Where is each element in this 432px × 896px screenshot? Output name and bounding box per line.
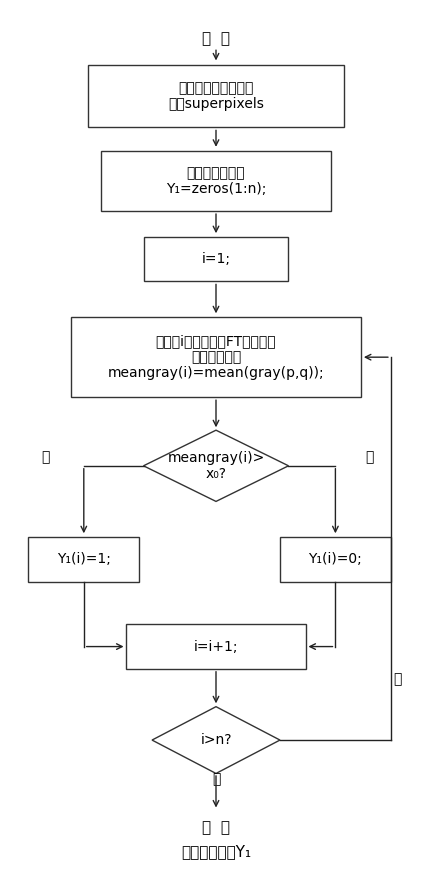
FancyBboxPatch shape [280, 537, 391, 582]
Text: meangray(i)>
x₀?: meangray(i)> x₀? [167, 451, 265, 481]
Text: 初始化指示向量
Y₁=zeros(1:n);: 初始化指示向量 Y₁=zeros(1:n); [166, 166, 266, 196]
Polygon shape [152, 707, 280, 773]
Text: 是: 是 [212, 772, 220, 787]
Text: 输  出
显著指示向量Y₁: 输 出 显著指示向量Y₁ [181, 820, 251, 859]
Text: 原图超像素分割信息
矩阵superpixels: 原图超像素分割信息 矩阵superpixels [168, 82, 264, 111]
FancyBboxPatch shape [127, 625, 305, 668]
Text: 输  入: 输 入 [202, 30, 230, 46]
Text: i=1;: i=1; [201, 253, 231, 266]
Text: 否: 否 [365, 450, 374, 464]
FancyBboxPatch shape [29, 537, 139, 582]
Text: i=i+1;: i=i+1; [194, 640, 238, 653]
Text: 计算第i个超像素在FT显著图中
的灰度平均值
meangray(i)=mean(gray(p,q));: 计算第i个超像素在FT显著图中 的灰度平均值 meangray(i)=mean(… [108, 334, 324, 381]
Text: Y₁(i)=1;: Y₁(i)=1; [57, 552, 111, 566]
Text: 是: 是 [41, 450, 50, 464]
FancyBboxPatch shape [143, 237, 289, 281]
Text: 否: 否 [393, 673, 401, 686]
Text: i>n?: i>n? [200, 733, 232, 747]
FancyBboxPatch shape [101, 151, 331, 211]
Polygon shape [143, 430, 289, 502]
FancyBboxPatch shape [71, 317, 361, 397]
FancyBboxPatch shape [88, 65, 344, 127]
Text: Y₁(i)=0;: Y₁(i)=0; [308, 552, 362, 566]
